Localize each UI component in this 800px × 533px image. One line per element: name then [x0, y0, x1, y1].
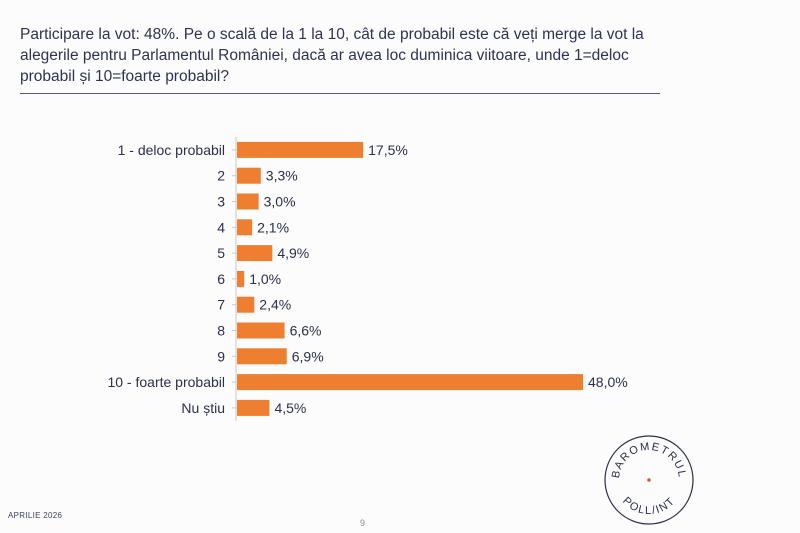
- data-label: 3,0%: [264, 194, 296, 210]
- data-label: 1,0%: [249, 271, 281, 287]
- data-label: 4,9%: [277, 245, 309, 261]
- category-label: 6: [217, 271, 225, 287]
- category-label: 7: [217, 297, 225, 313]
- category-label: 10 - foarte probabil: [107, 374, 225, 390]
- bar: [237, 219, 253, 236]
- category-label: 3: [217, 194, 225, 210]
- bar: [237, 296, 255, 313]
- logo-top-text: BAROMETRUL: [610, 441, 688, 480]
- category-label: Nu știu: [181, 400, 225, 416]
- question-title: Participare la vot: 48%. Pe o scală de l…: [20, 26, 644, 85]
- category-label: 5: [217, 245, 225, 261]
- data-label: 2,4%: [259, 297, 291, 313]
- bar: [237, 193, 259, 210]
- bar: [237, 245, 273, 262]
- data-label: 2,1%: [257, 219, 289, 235]
- data-label: 48,0%: [588, 374, 628, 390]
- bar: [237, 374, 583, 391]
- data-label: 3,3%: [266, 168, 298, 184]
- category-label: 8: [217, 323, 225, 339]
- bar: [237, 270, 245, 287]
- footer-date: APRILIE 2026: [8, 511, 63, 520]
- category-label: 9: [217, 348, 225, 364]
- bar: [237, 141, 364, 158]
- data-label: 17,5%: [368, 142, 408, 158]
- bar-chart: 1 - deloc probabil 17,5% 2 3,3% 3 3,0% 4 2,1% 5 4…: [107, 137, 628, 421]
- bar: [237, 348, 287, 365]
- bar: [237, 322, 285, 339]
- logo-ring: [604, 435, 694, 525]
- page-number: 9: [360, 518, 366, 528]
- data-label: 6,6%: [290, 323, 322, 339]
- category-label: 1 - deloc probabil: [118, 142, 225, 158]
- logo-bottom-text: POLL/INT: [620, 495, 678, 517]
- category-label: 4: [217, 219, 225, 235]
- logo-dot: [647, 478, 651, 482]
- category-label: 2: [217, 168, 225, 184]
- title-divider: [20, 93, 660, 94]
- data-label: 4,5%: [274, 400, 306, 416]
- bar: [237, 167, 261, 184]
- barometrul-logo: BAROMETRUL POLL/INT: [604, 435, 694, 525]
- data-label: 6,9%: [292, 348, 324, 364]
- bar: [237, 399, 270, 416]
